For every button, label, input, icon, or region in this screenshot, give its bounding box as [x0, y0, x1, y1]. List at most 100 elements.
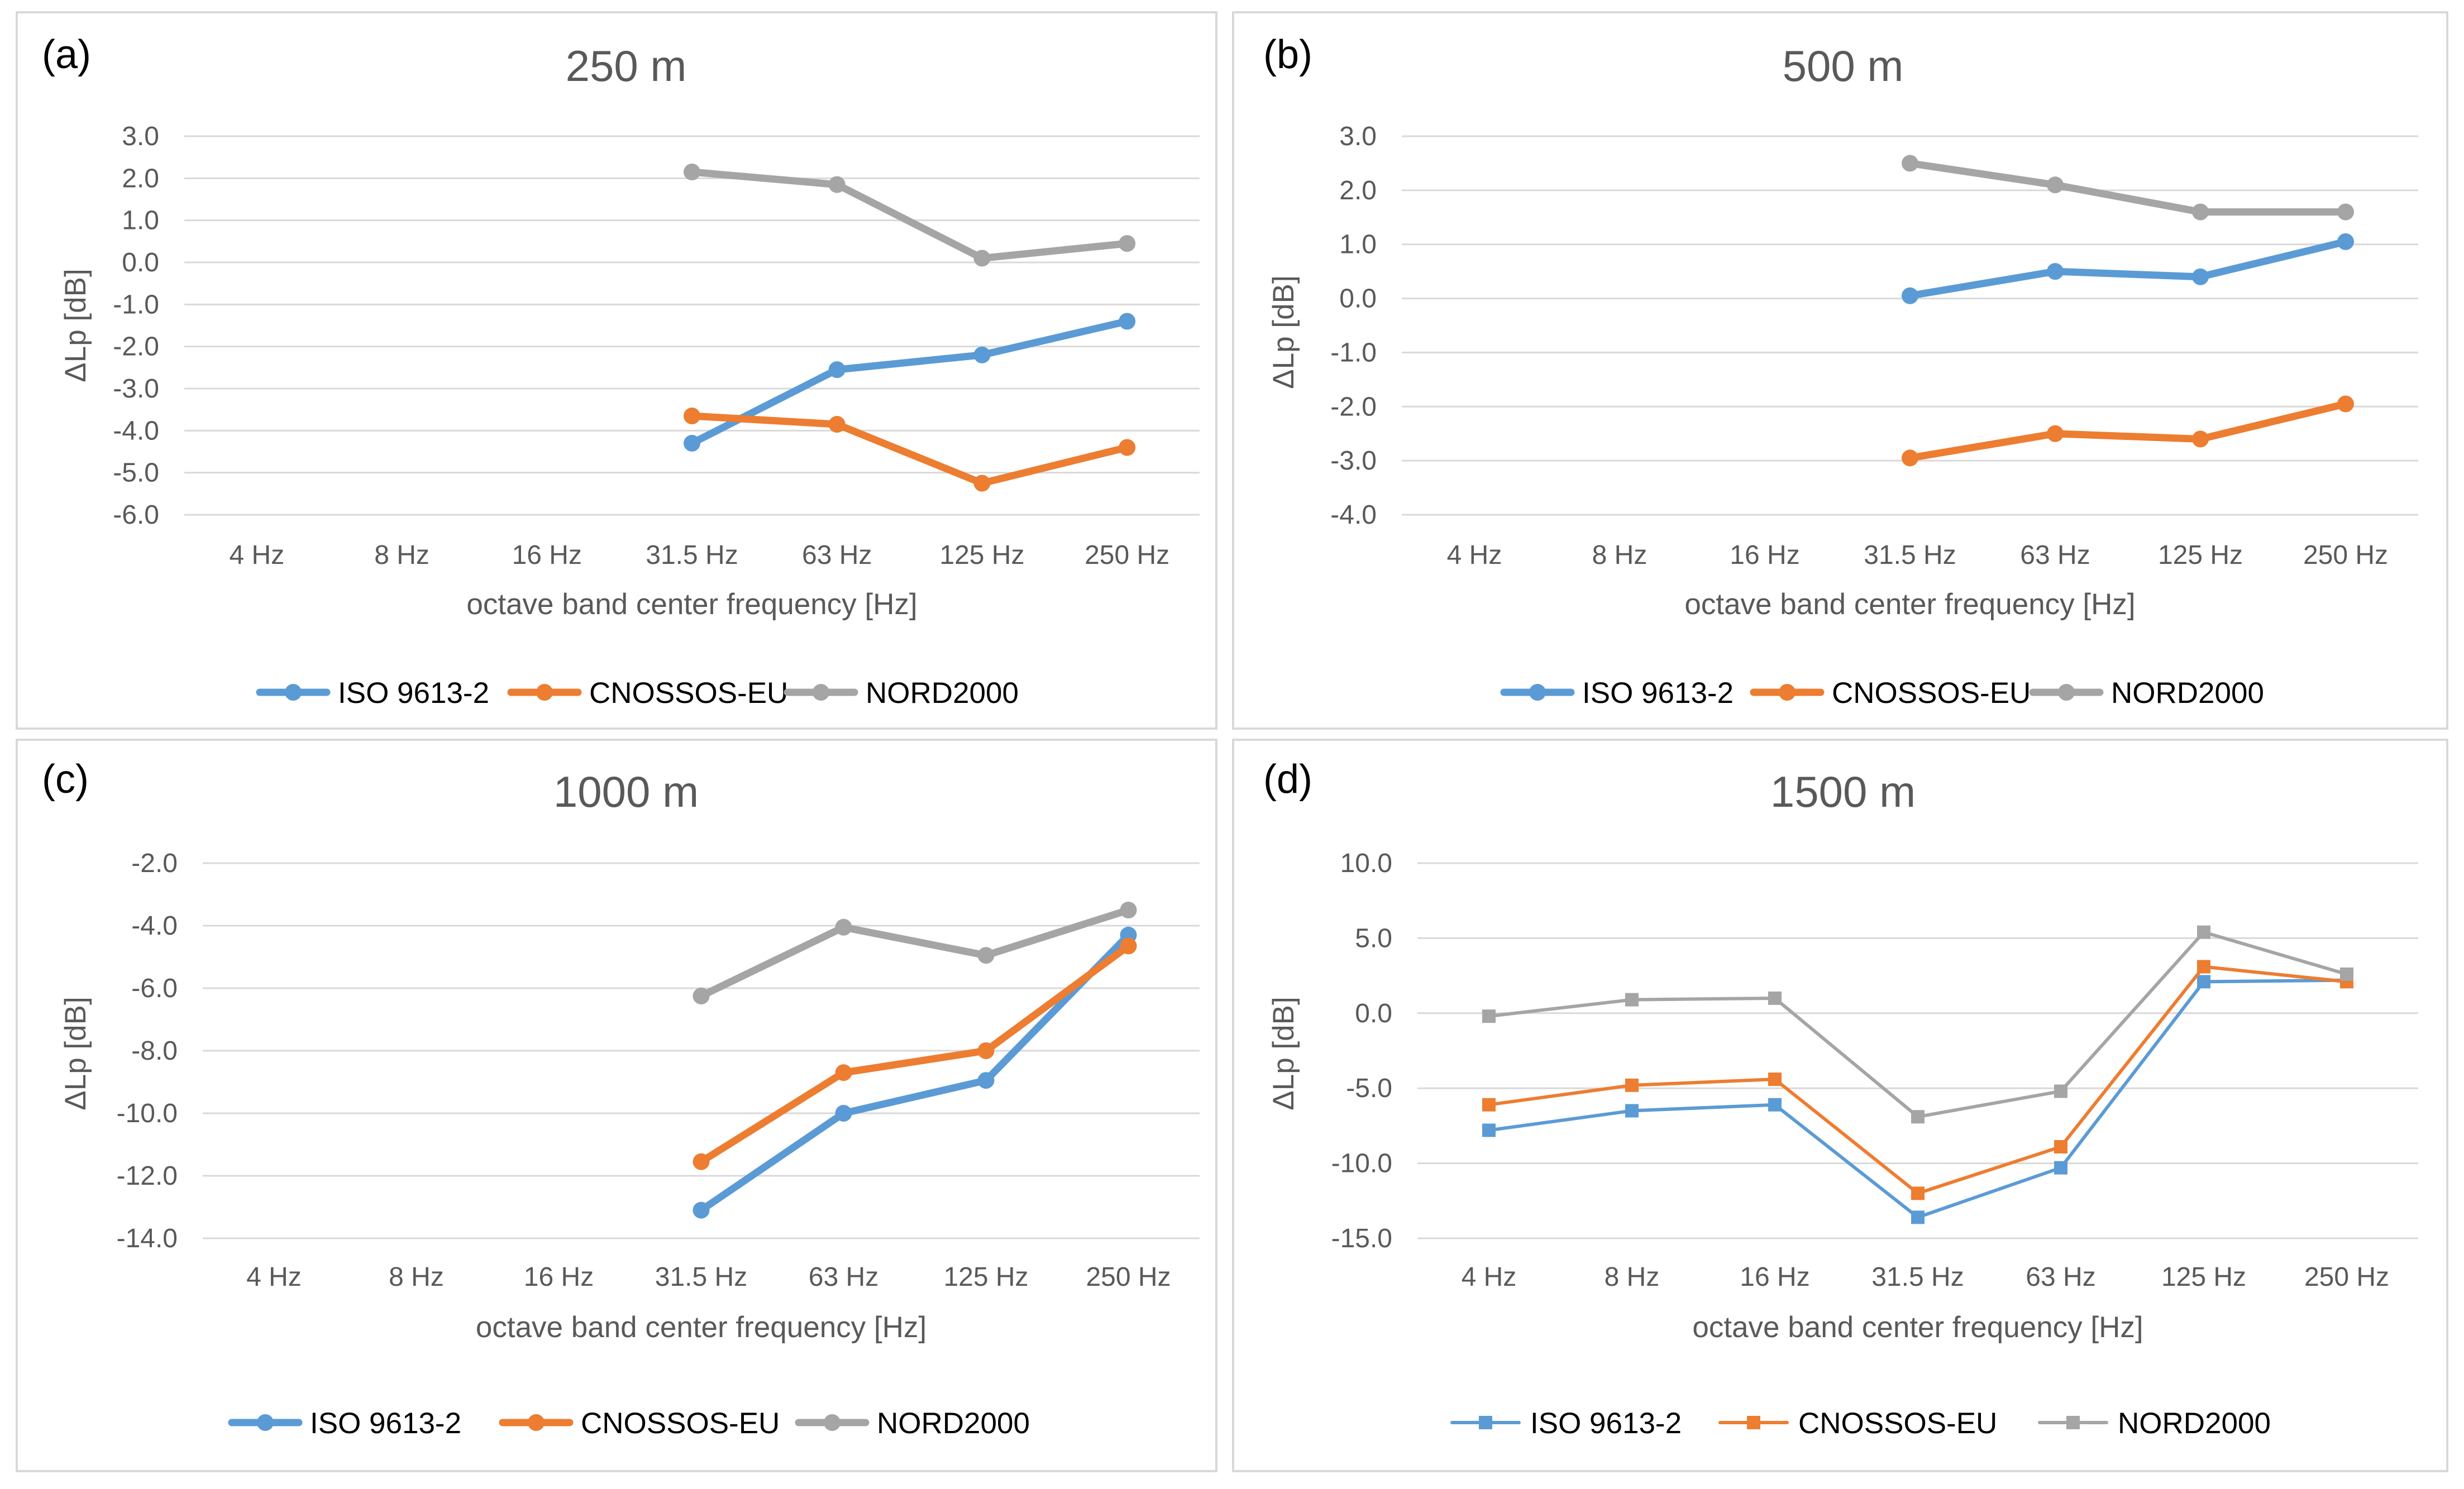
y-tick-label: -14.0	[117, 1224, 178, 1253]
y-axis-title: ΔLp [dB]	[1267, 275, 1300, 389]
chart-title: 500 m	[1783, 41, 1904, 90]
panel-border	[1232, 11, 2448, 730]
x-tick-label: 250 Hz	[2304, 1262, 2389, 1292]
series-line	[1906, 238, 2350, 300]
legend-swatch-marker	[2066, 1416, 2080, 1429]
x-tick-label: 4 Hz	[230, 540, 285, 570]
legend: ISO 9613-2 CNOSSOS-EU NORD2000	[256, 677, 1019, 710]
legend-label: CNOSSOS-EU	[589, 677, 788, 710]
y-tick-label: -1.0	[113, 290, 159, 319]
data-point	[1768, 991, 1782, 1005]
series-iso-9613-2	[684, 313, 1136, 452]
y-tick-label: -4.0	[1330, 500, 1377, 530]
series-line	[688, 168, 1131, 262]
legend-swatch-marker	[285, 684, 302, 701]
legend-swatch-marker	[528, 1414, 545, 1431]
data-point	[977, 1042, 995, 1059]
y-tick-label: 0.0	[1355, 999, 1392, 1028]
data-point	[1902, 287, 1918, 304]
y-tick-label: 2.0	[1339, 176, 1377, 205]
x-tick-label: 16 Hz	[1740, 1262, 1809, 1292]
y-tick-label: 5.0	[1355, 923, 1392, 953]
data-point	[1120, 937, 1137, 955]
x-tick-label: 8 Hz	[1592, 540, 1648, 570]
data-point	[1768, 1073, 1782, 1086]
data-point	[684, 164, 700, 181]
data-point	[835, 918, 852, 936]
series-line	[698, 931, 1132, 1214]
data-point	[2047, 263, 2064, 280]
x-axis-title: octave band center frequency [Hz]	[466, 588, 917, 621]
legend-swatch-marker	[824, 1414, 841, 1431]
data-point	[977, 1072, 995, 1089]
data-point	[1119, 439, 1136, 456]
y-tick-label: 0.0	[1339, 284, 1377, 314]
data-point	[1902, 449, 1918, 467]
legend-label: ISO 9613-2	[1582, 677, 1734, 710]
series-iso-9613-2	[1902, 233, 2354, 304]
y-tick-label: -3.0	[1330, 446, 1377, 476]
y-axis-title: ΔLp [dB]	[59, 269, 92, 382]
series-line	[1906, 400, 2350, 462]
y-gridlines: 3.0 2.0 1.0 0.0 -1.0 -2.0 -3.0 -4.0	[1330, 122, 2418, 530]
data-point	[2047, 425, 2064, 442]
x-tick-label: 16 Hz	[524, 1262, 594, 1292]
series-line	[1906, 159, 2350, 216]
x-tick-label: 125 Hz	[939, 540, 1024, 570]
data-point	[828, 176, 846, 193]
x-tick-label: 16 Hz	[512, 540, 582, 570]
data-point	[1119, 313, 1136, 330]
y-axis-title: ΔLp [dB]	[59, 997, 92, 1110]
data-point	[2197, 925, 2210, 939]
y-gridlines: 3.0 2.0 1.0 0.0 -1.0 -2.0 -3.0 -4.0 -5.0 -6.0	[113, 122, 1200, 530]
y-tick-label: -10.0	[117, 1099, 178, 1128]
series-nord2000	[693, 902, 1137, 1004]
y-tick-label: 3.0	[1339, 122, 1377, 151]
legend-label: ISO 9613-2	[1530, 1407, 1682, 1440]
series-line	[698, 942, 1132, 1166]
data-point	[1902, 155, 1918, 172]
data-point	[835, 1064, 852, 1081]
series-cnossos-eu	[684, 407, 1136, 492]
data-point	[1625, 993, 1639, 1007]
series-nord2000	[1482, 925, 2353, 1124]
y-tick-label: -4.0	[113, 416, 159, 446]
data-point	[693, 988, 710, 1004]
series-line	[698, 906, 1132, 1000]
y-tick-label: 1.0	[122, 206, 159, 236]
data-point	[1120, 902, 1137, 918]
data-point	[2192, 268, 2209, 285]
y-tick-label: -12.0	[117, 1161, 178, 1191]
data-point	[693, 1153, 710, 1170]
data-point	[2340, 967, 2353, 981]
chart-title: 1500 m	[1770, 767, 1916, 816]
data-point	[2192, 430, 2209, 448]
y-tick-label: 1.0	[1339, 230, 1377, 260]
legend-label: ISO 9613-2	[310, 1407, 461, 1440]
data-point	[2197, 960, 2210, 974]
legend-item: ISO 9613-2	[1500, 677, 1734, 710]
series-nord2000	[1902, 155, 2354, 221]
chart-title: 250 m	[566, 41, 687, 90]
data-point	[2337, 395, 2354, 413]
chart-panel-d: (d) 1500 m 10.0 5.0 0.0 -5.0 -10.0 -15.0 4 Hz 8 H…	[1232, 739, 2448, 1472]
y-tick-label: 10.0	[1340, 849, 1392, 878]
y-tick-label: -1.0	[1330, 338, 1377, 367]
legend-item: NORD2000	[795, 1407, 1030, 1440]
x-tick-label: 4 Hz	[1447, 540, 1502, 570]
legend-swatch-marker	[1747, 1416, 1760, 1429]
legend-item: NORD2000	[2038, 1407, 2271, 1440]
legend-item: NORD2000	[2029, 677, 2264, 710]
series-iso-9613-2	[1482, 973, 2353, 1224]
panel-border	[16, 11, 1217, 730]
legend-label: CNOSSOS-EU	[1798, 1407, 1997, 1440]
legend-item: CNOSSOS-EU	[507, 677, 788, 710]
x-axis: 4 Hz 8 Hz 16 Hz 31.5 Hz 63 Hz 125 Hz 250 Hz	[230, 540, 1170, 570]
x-tick-label: 250 Hz	[2303, 540, 2388, 570]
x-tick-label: 63 Hz	[2020, 540, 2090, 570]
y-tick-label: -8.0	[131, 1036, 178, 1066]
series-nord2000	[684, 164, 1136, 267]
y-gridlines: 10.0 5.0 0.0 -5.0 -10.0 -15.0	[1331, 849, 2418, 1253]
x-axis: 4 Hz 8 Hz 16 Hz 31.5 Hz 63 Hz 125 Hz 250 Hz	[1447, 540, 2388, 570]
data-point	[2047, 176, 2064, 194]
